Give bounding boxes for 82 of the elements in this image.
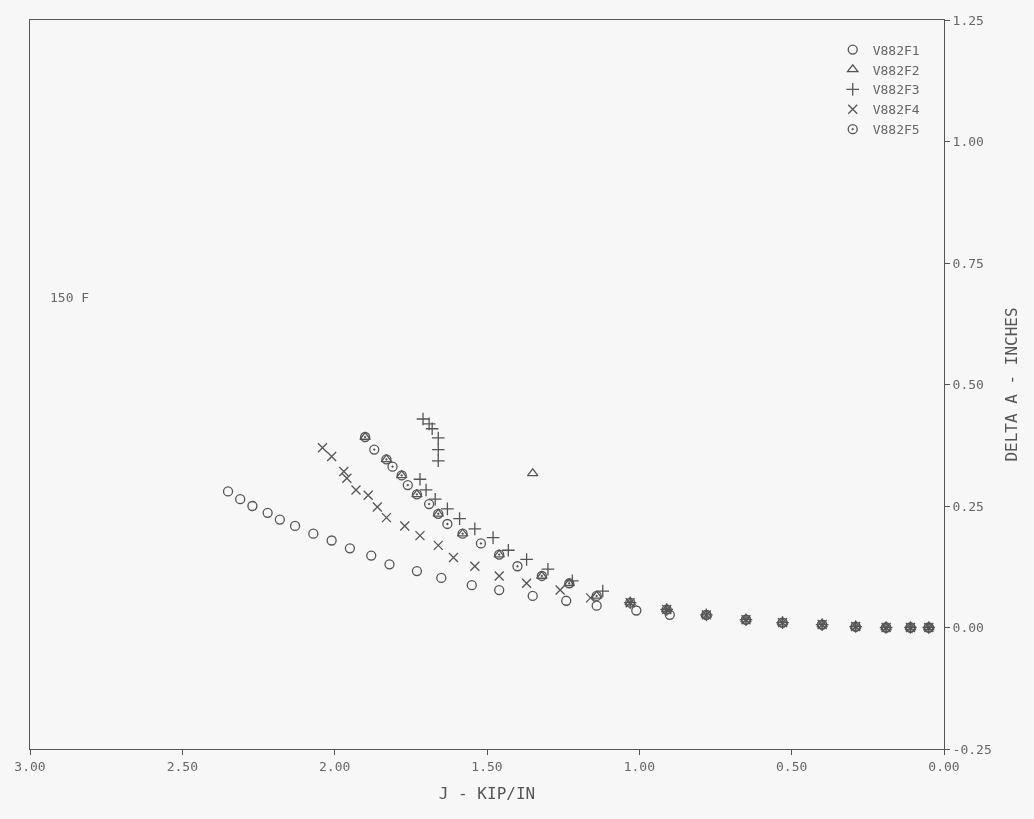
point <box>442 518 453 530</box>
y-tick-label: -0.25 <box>952 741 992 757</box>
x-tick-label: 2.50 <box>166 758 198 774</box>
point <box>326 451 337 462</box>
point <box>512 561 523 572</box>
point <box>494 584 505 596</box>
legend-label: V882F4 <box>872 102 920 118</box>
point <box>591 600 602 611</box>
point <box>235 494 246 505</box>
point <box>475 538 487 549</box>
point <box>366 550 377 561</box>
point <box>494 570 505 582</box>
y-axis-title: DELTA A - INCHES <box>1002 307 1022 462</box>
point <box>519 552 534 567</box>
point <box>317 442 328 453</box>
point <box>419 483 434 497</box>
legend-label: V882F5 <box>872 122 920 138</box>
y-tick-label: 0.00 <box>952 620 984 636</box>
x-axis-title: J - KIP/IN <box>438 784 536 804</box>
y-tick-label: 0.75 <box>952 255 984 271</box>
point <box>350 484 362 496</box>
point <box>501 543 516 558</box>
x-tick-label: 3.00 <box>14 758 46 774</box>
point <box>521 578 532 589</box>
y-tick-label: 0.50 <box>952 377 984 393</box>
point <box>222 486 234 497</box>
point <box>326 535 337 546</box>
point <box>527 590 538 602</box>
point <box>452 511 467 526</box>
point <box>466 580 477 591</box>
point <box>540 562 555 577</box>
point <box>554 584 566 596</box>
point <box>423 498 435 510</box>
point <box>402 479 413 491</box>
point <box>384 559 395 570</box>
point <box>341 473 352 484</box>
point <box>595 584 610 598</box>
legend-label: V882F1 <box>872 42 920 58</box>
y-tick-label: 1.00 <box>952 134 984 150</box>
point <box>469 561 480 572</box>
point <box>381 512 392 523</box>
point <box>369 444 380 455</box>
point <box>247 500 258 512</box>
point <box>431 442 446 457</box>
point <box>399 520 410 532</box>
point <box>262 507 273 518</box>
point <box>664 609 675 621</box>
point <box>536 570 547 582</box>
x-tick-label: 1.50 <box>471 758 503 774</box>
point <box>561 595 572 606</box>
x-tick-label: 2.00 <box>319 758 351 774</box>
point <box>565 573 580 588</box>
x-tick-label: 0.50 <box>776 758 808 774</box>
point <box>372 501 383 513</box>
point <box>436 572 447 584</box>
point <box>414 530 426 541</box>
point <box>585 592 596 603</box>
point <box>433 540 444 551</box>
point <box>431 453 446 468</box>
point <box>274 514 285 525</box>
point <box>363 490 374 501</box>
point <box>411 565 423 577</box>
point <box>631 605 642 616</box>
point <box>344 543 356 554</box>
legend-label: V882F3 <box>872 82 920 98</box>
point <box>428 492 443 507</box>
legend-label: V882F2 <box>872 62 920 78</box>
point <box>486 530 501 545</box>
point <box>413 472 427 487</box>
point <box>289 520 301 532</box>
point <box>308 528 319 539</box>
point <box>440 501 455 516</box>
point <box>591 590 602 602</box>
x-tick-label: 1.00 <box>623 758 655 774</box>
point <box>338 466 349 477</box>
point <box>448 552 459 563</box>
point <box>467 521 482 536</box>
point <box>387 461 398 472</box>
annotation: 150 F <box>50 290 90 305</box>
y-tick-label: 1.25 <box>952 12 984 28</box>
x-tick-label: 0.00 <box>928 758 960 774</box>
y-tick-label: 0.25 <box>952 498 984 514</box>
